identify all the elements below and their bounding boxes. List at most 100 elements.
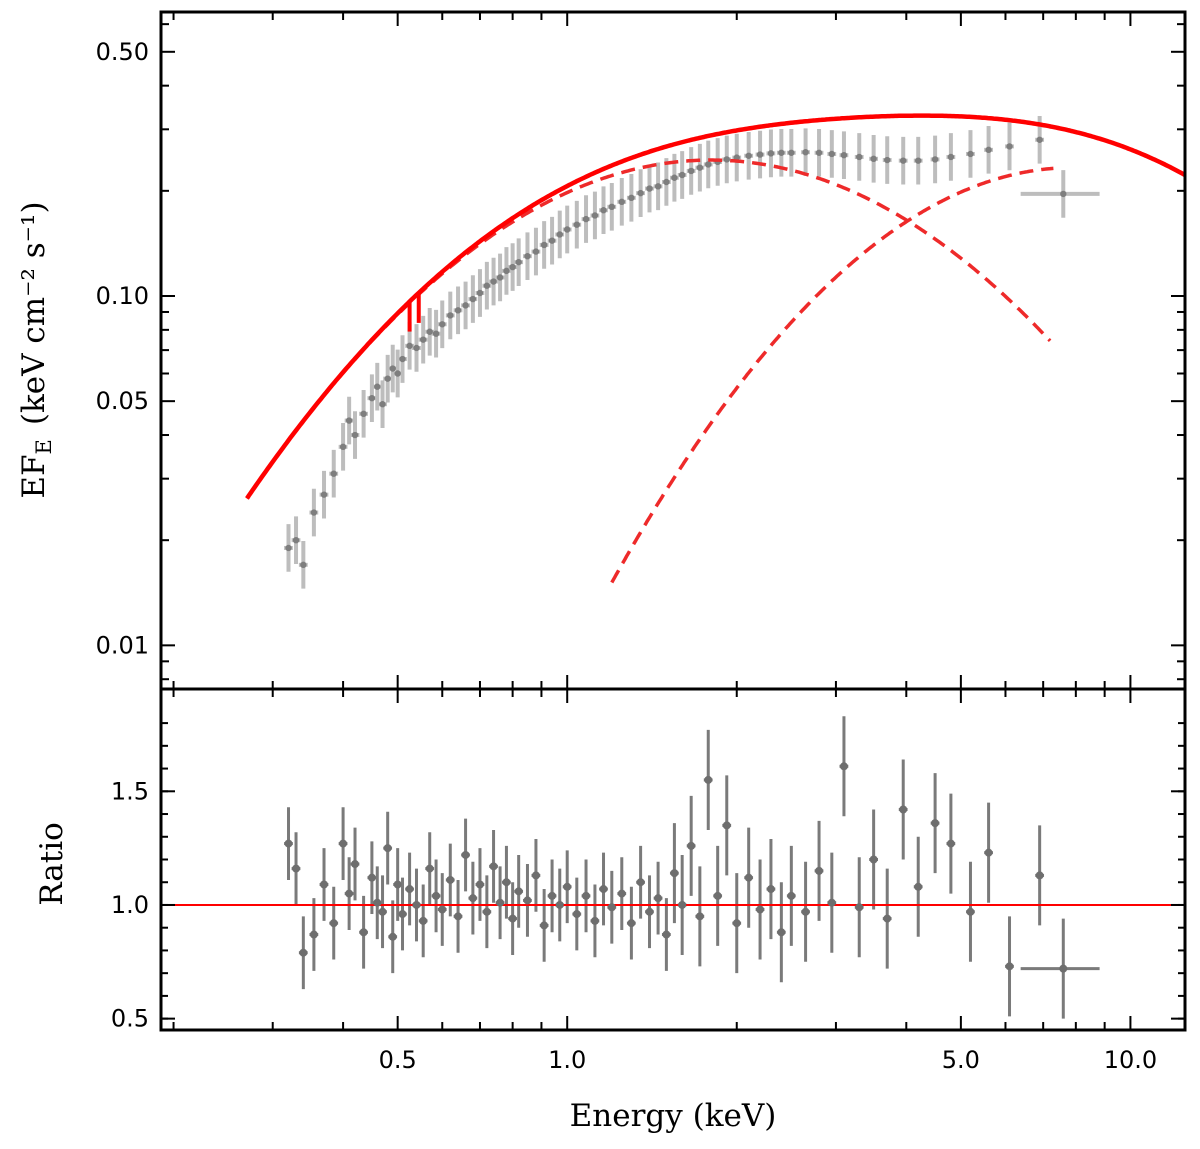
spectrum-data-point bbox=[351, 431, 359, 439]
spectrum-ticks bbox=[161, 12, 1185, 689]
spectrum-data-point bbox=[608, 203, 616, 211]
ratio-data-point bbox=[883, 914, 892, 923]
spectrum-data-point bbox=[671, 174, 678, 181]
ratio-data-point bbox=[461, 850, 470, 859]
spectrum-data-point bbox=[900, 157, 907, 164]
ratio-data-point bbox=[662, 930, 671, 939]
spectrum-data-point bbox=[1006, 143, 1013, 150]
ratio-data-point bbox=[695, 912, 704, 921]
spectrum-data-point bbox=[788, 149, 795, 156]
spectrum-data-point bbox=[469, 295, 477, 303]
spectrum-data-point bbox=[931, 156, 939, 163]
ratio-data-point bbox=[284, 839, 293, 848]
y-tick-label: 0.01 bbox=[96, 631, 149, 659]
ratio-data-point bbox=[801, 907, 810, 916]
y-tick-label: 0.10 bbox=[96, 282, 149, 310]
spectrum-data-point bbox=[285, 544, 292, 552]
spectrum-data-point bbox=[591, 212, 599, 219]
spectrum-data-points bbox=[285, 136, 1067, 569]
spectrum-data-point bbox=[462, 302, 469, 309]
ratio-data-point bbox=[704, 775, 713, 784]
spectrum-data-point bbox=[379, 401, 386, 408]
spectrum-data-point bbox=[419, 336, 427, 343]
ratio-data-point bbox=[438, 905, 447, 914]
ratio-data-point bbox=[1035, 871, 1044, 880]
ratio-data-point bbox=[496, 898, 505, 907]
spectrum-data-point bbox=[524, 252, 531, 260]
ratio-data-point bbox=[454, 912, 463, 921]
ratio-data-point bbox=[367, 873, 376, 882]
ratio-data-point bbox=[766, 885, 775, 894]
ratio-data-point bbox=[540, 921, 549, 930]
spectrum-data-point bbox=[389, 365, 396, 372]
ratio-data-point bbox=[617, 889, 626, 898]
y-tick-label: 1.0 bbox=[111, 891, 149, 919]
x-tick-label: 0.5 bbox=[379, 1046, 417, 1074]
ratio-data-point bbox=[359, 928, 368, 937]
ratio-y-tick-labels: 1.5 1.0 0.5 bbox=[111, 777, 149, 1032]
ratio-data-point bbox=[732, 919, 741, 928]
ratio-error-bars bbox=[284, 716, 1100, 1019]
ratio-ticks bbox=[161, 689, 1185, 1030]
spectrum-data-point bbox=[767, 150, 775, 157]
spectrum-data-point bbox=[756, 151, 764, 158]
spectrum-data-point bbox=[330, 470, 337, 477]
spectrum-data-point bbox=[360, 410, 367, 418]
hard-component-curve bbox=[610, 166, 1054, 584]
spectrum-data-point bbox=[556, 231, 563, 238]
spectrum-data-point bbox=[687, 167, 695, 175]
spectrum-data-point bbox=[399, 355, 406, 363]
ratio-data-point bbox=[966, 907, 975, 916]
spectrum-data-point bbox=[548, 237, 556, 244]
ratio-data-point bbox=[654, 894, 663, 903]
spectrum-data-point bbox=[413, 344, 420, 352]
ratio-data-point bbox=[599, 885, 608, 894]
ratio-data-point bbox=[468, 894, 477, 903]
spectrum-data-point bbox=[967, 150, 974, 158]
ratio-data-point bbox=[744, 873, 753, 882]
ratio-data-point bbox=[508, 914, 517, 923]
x-tick-label: 1.0 bbox=[548, 1046, 586, 1074]
spectrum-data-point bbox=[646, 185, 653, 192]
ratio-data-point bbox=[489, 862, 498, 871]
ratio-data-point bbox=[713, 891, 722, 900]
ratio-panel: 1.5 1.0 0.5 0.5 1.0 5.0 10.0 Ratio Energy (ke… bbox=[34, 687, 1187, 1134]
x-tick-label: 5.0 bbox=[942, 1046, 980, 1074]
spectrum-data-point bbox=[802, 148, 809, 156]
ratio-data-point bbox=[984, 848, 993, 857]
ratio-data-point bbox=[687, 841, 696, 850]
ratio-data-point bbox=[425, 864, 434, 873]
spectrum-data-point bbox=[503, 267, 510, 275]
ratio-data-point bbox=[572, 910, 581, 919]
spectrum-data-point bbox=[618, 198, 625, 206]
spectrum-model-curves bbox=[245, 113, 1185, 584]
spectrum-data-point bbox=[300, 561, 307, 569]
ratio-data-point bbox=[320, 880, 329, 889]
spectrum-y-axis-title: EFE(keV cm⁻² s⁻¹) bbox=[16, 201, 56, 498]
ratio-data-point bbox=[555, 900, 564, 909]
spectrum-data-point bbox=[384, 375, 391, 382]
ratio-data-point bbox=[590, 916, 599, 925]
ratio-data-point bbox=[899, 805, 908, 814]
spectrum-data-point bbox=[439, 321, 446, 328]
spectrum-data-point bbox=[884, 156, 891, 164]
ratio-data-points bbox=[284, 762, 1068, 973]
spectrum-data-point bbox=[345, 417, 353, 424]
ratio-data-point bbox=[946, 839, 955, 848]
spectrum-data-point bbox=[678, 171, 686, 179]
spectrum-data-point bbox=[696, 164, 704, 171]
ratio-data-point bbox=[373, 898, 382, 907]
spectrum-data-point bbox=[828, 150, 836, 158]
ratio-data-point bbox=[419, 916, 428, 925]
ratio-y-axis-title: Ratio bbox=[34, 822, 70, 906]
spectrum-data-point bbox=[476, 289, 484, 297]
spectrum-data-point bbox=[856, 153, 863, 161]
spectrum-data-point bbox=[310, 509, 318, 516]
spectrum-data-point bbox=[292, 536, 300, 544]
spectrum-data-point bbox=[368, 394, 376, 402]
spectrum-data-point bbox=[496, 274, 504, 281]
ratio-data-point bbox=[412, 900, 421, 909]
spectrum-data-point bbox=[515, 258, 522, 266]
ratio-data-point bbox=[292, 864, 301, 873]
